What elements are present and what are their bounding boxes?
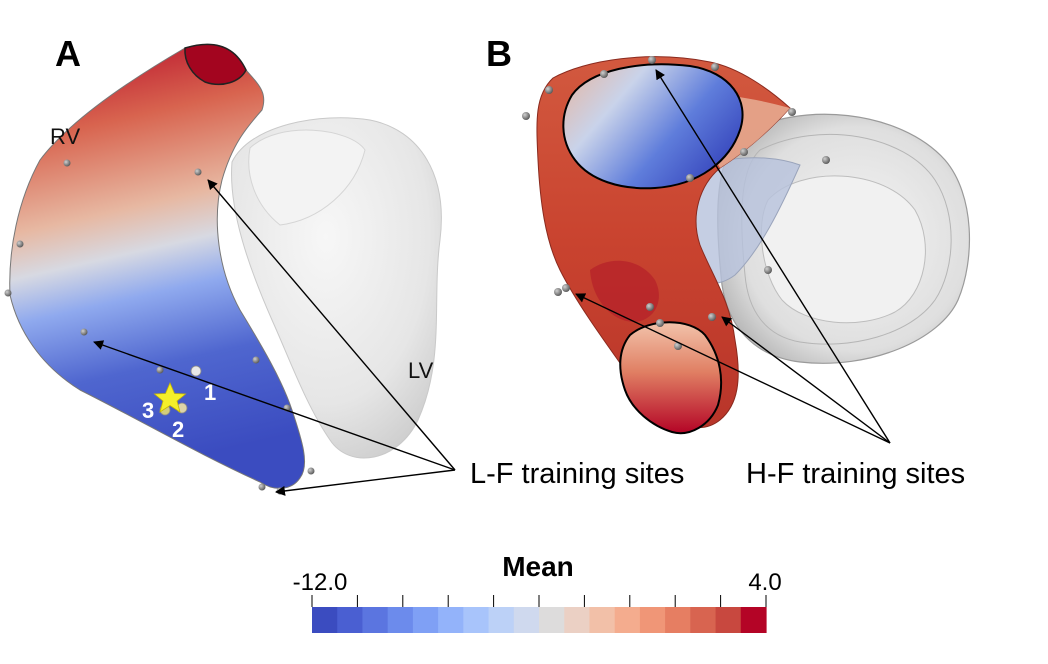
colorbar-ticks [311,595,767,607]
training-site-dot [648,56,656,64]
training-site-dot [562,284,570,292]
training-site-dot [16,240,24,248]
colorbar-max-label: 4.0 [748,569,781,596]
lf-arrow-3 [275,469,456,496]
colorbar-swatch [362,607,389,633]
hf-arrow-3 [721,316,891,444]
panel-b-letter: B [486,33,512,74]
star-marker [153,381,187,413]
site-number-2: 2 [172,417,184,442]
training-site-dot [545,86,553,94]
site-number-3: 3 [142,398,154,423]
colorbar-swatch [488,607,515,633]
colorbar-swatch [740,607,767,633]
colorbar-swatch [387,607,414,633]
test-site-1-marker [190,365,202,377]
colorbar-swatch [337,607,364,633]
panel-b: B [486,33,970,435]
colorbar-swatch [690,607,717,633]
training-site-dot [63,159,71,167]
panel-b-valve-top [562,63,744,190]
training-site-dot [258,483,266,491]
colorbar-swatches [312,607,767,633]
colorbar-swatch [513,607,540,633]
colorbar: Mean -12.0 4.0 [293,551,782,633]
training-site-dot [686,174,694,182]
panel-a-rv-top-cap [184,43,247,86]
colorbar-swatch [715,607,742,633]
colorbar-title: Mean [502,551,574,582]
training-site-dot [656,319,664,327]
colorbar-min-label: -12.0 [293,569,348,596]
lf-arrow-1 [207,179,456,471]
callout-arrows [93,69,891,496]
training-site-dot [554,288,562,296]
panel-b-valve-bottom [619,321,723,435]
training-site-dot [788,108,796,116]
panel-b-rv-dark-patch [590,260,659,322]
training-site-dot [740,148,748,156]
colorbar-swatch [564,607,591,633]
low-fidelity-callout: L-F training sites [470,458,684,490]
panel-a-letter: A [55,33,81,74]
colorbar-swatch [463,607,490,633]
hf-arrow-1 [655,69,891,444]
panel-a-rv-surface [9,43,306,489]
colorbar-swatch [589,607,616,633]
training-site-dot [252,356,260,364]
hf-arrow-2 [575,293,891,444]
rv-label: RV [50,124,80,149]
colorbar-swatch [539,607,565,633]
colorbar-swatch [438,607,464,633]
colorbar-swatch [412,607,439,633]
training-site-dot [708,313,716,321]
colorbar-swatch [614,607,641,633]
training-site-dot [711,63,719,71]
colorbar-swatch [312,607,338,633]
lf-arrow-2 [93,340,456,471]
high-fidelity-callout: H-F training sites [746,458,965,490]
training-site-dot [822,156,830,164]
colorbar-swatch [665,607,691,633]
training-site-dot [764,266,772,274]
site-number-1: 1 [204,380,216,405]
panel-a-lv-opening [248,129,366,226]
panel-a: A RV LV 1 2 3 [4,33,442,495]
training-site-dot [307,467,315,475]
training-site-dot [194,168,202,176]
training-site-dot [522,112,530,120]
training-site-dot [156,366,164,374]
training-site-dot [4,289,12,297]
lv-label: LV [408,358,434,383]
panel-b-lv-lumen [760,175,926,324]
training-site-dot [600,70,608,78]
training-site-dot [80,328,88,336]
training-site-dot [646,303,654,311]
colorbar-swatch [639,607,666,633]
